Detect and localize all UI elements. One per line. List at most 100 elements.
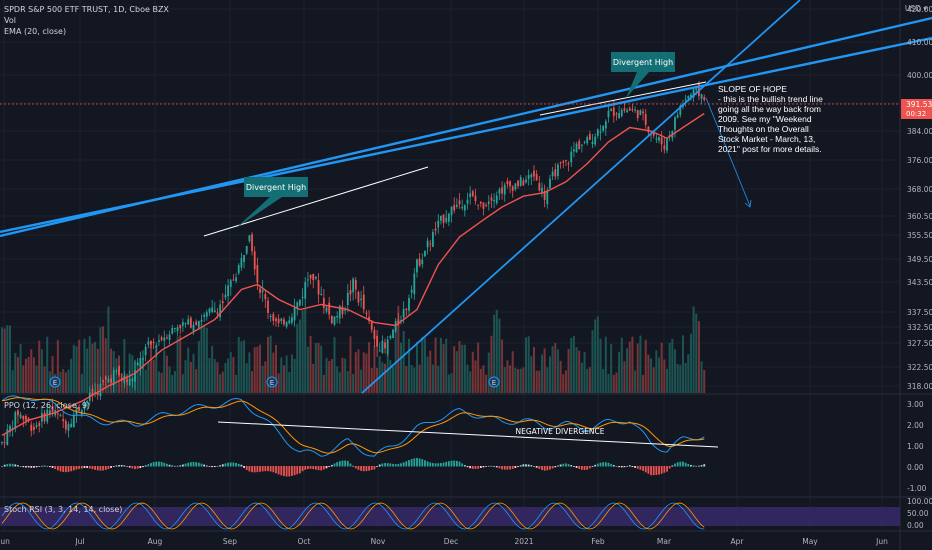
volume-bar bbox=[317, 342, 320, 393]
volume-bar bbox=[405, 366, 408, 393]
candle-body bbox=[269, 316, 272, 318]
stoch-tick-label: 0.00 bbox=[907, 521, 924, 530]
volume-bar bbox=[338, 372, 341, 393]
symbol-title[interactable]: SPDR S&P 500 ETF TRUST, 1D, Cboe BZX bbox=[4, 5, 169, 14]
volume-bar bbox=[341, 357, 344, 393]
candle-body bbox=[596, 129, 599, 136]
candle-body bbox=[535, 174, 538, 181]
candle-body bbox=[599, 131, 602, 133]
candle-body bbox=[405, 308, 408, 310]
divergence-line bbox=[217, 421, 719, 448]
histogram-bar bbox=[490, 465, 493, 467]
volume-bar bbox=[434, 337, 437, 393]
candle-body bbox=[261, 290, 264, 292]
candle-body bbox=[227, 285, 229, 297]
volume-bar bbox=[384, 363, 387, 393]
volume-bar bbox=[187, 347, 190, 393]
candle-body bbox=[312, 274, 315, 281]
volume-bar bbox=[402, 331, 405, 393]
volume-bar bbox=[346, 371, 349, 393]
candle-body bbox=[410, 289, 413, 293]
volume-bar bbox=[240, 341, 243, 393]
callout-divergent-high-1: Divergent High bbox=[236, 177, 308, 228]
candle-body bbox=[333, 316, 336, 325]
candle-body bbox=[357, 291, 360, 303]
price-tick-label: 360.50 bbox=[907, 212, 932, 221]
volume-bar bbox=[354, 352, 357, 393]
candle-body bbox=[235, 277, 237, 282]
histogram-bar bbox=[205, 465, 208, 467]
candle-body bbox=[445, 217, 448, 222]
candle-body bbox=[158, 340, 160, 342]
histogram-bar bbox=[671, 465, 674, 467]
candle-body bbox=[466, 199, 469, 204]
trend-lines[interactable]: Divergent High Divergent High bbox=[0, 0, 932, 394]
time-tick-label: Jul bbox=[74, 537, 84, 546]
ppo-legend[interactable]: PPO (12, 26, close, 9) bbox=[4, 401, 91, 410]
volume-bar bbox=[466, 364, 469, 393]
stoch-legend[interactable]: Stoch RSI (3, 3, 14, 14, close) bbox=[4, 505, 123, 514]
volume-bar bbox=[368, 342, 371, 393]
candle-body bbox=[41, 413, 43, 422]
volume-bar bbox=[666, 368, 668, 393]
volume-bar bbox=[160, 372, 163, 393]
histogram-bar bbox=[112, 466, 115, 467]
candle-body bbox=[221, 301, 224, 304]
volume-bar bbox=[56, 340, 59, 393]
histogram-bar bbox=[67, 466, 70, 472]
histogram-bar bbox=[487, 465, 490, 467]
volume-bar bbox=[1, 327, 3, 393]
volume-bar bbox=[141, 350, 144, 393]
volume-bar bbox=[205, 327, 208, 393]
histogram-bar bbox=[115, 465, 118, 467]
volume-bar bbox=[490, 335, 493, 393]
histogram-bar bbox=[530, 465, 533, 467]
time-tick-label: Jun bbox=[875, 537, 888, 546]
candle-body bbox=[679, 105, 682, 115]
vol-legend[interactable]: Vol bbox=[4, 16, 16, 25]
histogram-bar bbox=[455, 460, 458, 467]
histogram-bar bbox=[277, 466, 280, 475]
candle-body bbox=[469, 193, 472, 198]
ema-legend[interactable]: EMA (20, close) bbox=[4, 27, 67, 36]
histogram-bar bbox=[307, 466, 309, 470]
volume-bar bbox=[498, 318, 501, 393]
candle-body bbox=[432, 231, 434, 247]
candle-body bbox=[59, 414, 62, 417]
volume-bar bbox=[423, 338, 426, 393]
volume-bar bbox=[155, 344, 158, 393]
histogram-bar bbox=[195, 462, 198, 467]
candle-body bbox=[243, 255, 245, 262]
volume-bar bbox=[285, 355, 288, 393]
volume-bar bbox=[86, 348, 89, 393]
volume-bar bbox=[171, 374, 174, 393]
histogram-bar bbox=[482, 466, 485, 468]
candle-body bbox=[184, 322, 187, 324]
histogram-bar bbox=[626, 466, 628, 467]
volume-bar bbox=[607, 373, 610, 393]
candle-body bbox=[17, 410, 19, 416]
candle-body bbox=[224, 294, 227, 298]
histogram-bar bbox=[150, 463, 152, 467]
volume-bar bbox=[211, 345, 214, 393]
volume-bar bbox=[64, 372, 67, 393]
volume-bar bbox=[413, 367, 416, 393]
candle-body bbox=[660, 137, 663, 145]
histogram-bar bbox=[253, 466, 256, 473]
candle-body bbox=[25, 415, 27, 421]
histogram-bar bbox=[607, 462, 610, 467]
volume-bar bbox=[610, 344, 613, 393]
candle-body bbox=[389, 336, 392, 339]
candle-body bbox=[232, 279, 235, 281]
candle-body bbox=[115, 370, 118, 372]
histogram-bar bbox=[9, 463, 11, 467]
volume-bar bbox=[306, 346, 309, 393]
price-tick-label: 400.00 bbox=[907, 71, 932, 80]
volume-bar bbox=[407, 338, 410, 393]
candle-body bbox=[666, 138, 668, 151]
candle-body bbox=[386, 339, 389, 354]
histogram-bar bbox=[264, 466, 267, 472]
histogram-bar bbox=[429, 462, 432, 467]
